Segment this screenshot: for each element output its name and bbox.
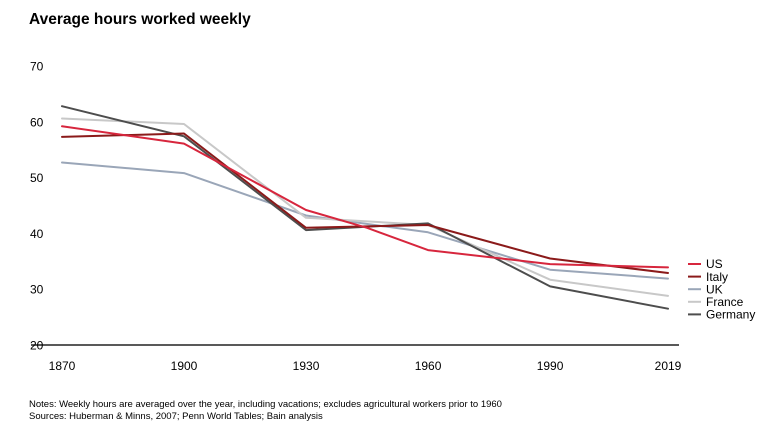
- notes-text: Notes: Weekly hours are averaged over th…: [29, 399, 502, 410]
- legend-label-uk: UK: [706, 282, 723, 296]
- chart-notes: Notes: Weekly hours are averaged over th…: [29, 399, 502, 423]
- chart-title: Average hours worked weekly: [29, 11, 251, 28]
- sources-text: Sources: Huberman & Minns, 2007; Penn Wo…: [29, 411, 323, 422]
- y-tick-label: 70: [30, 60, 44, 74]
- series-line-us: [61, 125, 669, 269]
- series-line-germany: [61, 105, 669, 310]
- series-line-italy: [61, 132, 669, 274]
- x-tick-label: 1960: [415, 359, 442, 373]
- x-tick-label: 1990: [537, 359, 564, 373]
- legend-label-us: US: [706, 257, 723, 271]
- series-line-uk: [61, 161, 669, 280]
- legend-label-france: France: [706, 295, 744, 309]
- x-tick-label: 1870: [49, 359, 76, 373]
- series-line-france: [61, 117, 669, 297]
- y-tick-label: 30: [30, 283, 44, 297]
- y-tick-label: 50: [30, 171, 44, 185]
- legend-label-italy: Italy: [706, 270, 728, 284]
- legend-label-germany: Germany: [706, 308, 755, 322]
- x-tick-label: 1930: [293, 359, 320, 373]
- y-tick-label: 40: [30, 227, 44, 241]
- y-tick-label: 20: [30, 339, 44, 353]
- y-tick-label: 60: [30, 115, 44, 129]
- x-tick-label: 2019: [655, 359, 682, 373]
- x-tick-label: 1900: [171, 359, 198, 373]
